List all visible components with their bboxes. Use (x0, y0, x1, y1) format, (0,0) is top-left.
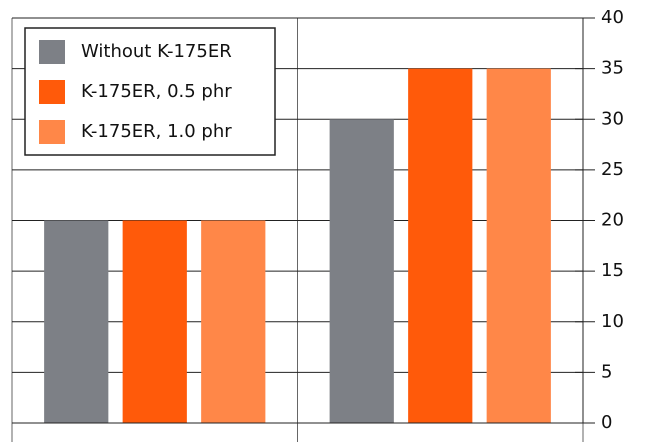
y-tick-label: 40 (601, 7, 624, 28)
legend-swatch (39, 120, 65, 144)
bar (329, 119, 394, 423)
y-tick-label: 35 (601, 58, 624, 79)
legend-label: K-175ER, 0.5 phr (81, 81, 232, 102)
y-tick-label: 20 (601, 210, 624, 231)
y-tick-label: 15 (601, 260, 624, 281)
bar (44, 220, 109, 423)
legend-box (24, 27, 276, 156)
y-tick-label: 25 (601, 159, 624, 180)
bar (408, 68, 473, 423)
y-tick-label: 0 (601, 412, 612, 433)
legend-label: K-175ER, 1.0 phr (81, 121, 232, 142)
bar (201, 220, 266, 423)
bar (486, 68, 551, 423)
bar (122, 220, 187, 423)
y-tick-label: 5 (601, 361, 612, 382)
legend-label: Without K-175ER (81, 41, 232, 62)
y-tick-label: 10 (601, 311, 624, 332)
legend-swatch (39, 80, 65, 104)
legend-swatch (39, 40, 65, 64)
y-tick-label: 30 (601, 108, 624, 129)
